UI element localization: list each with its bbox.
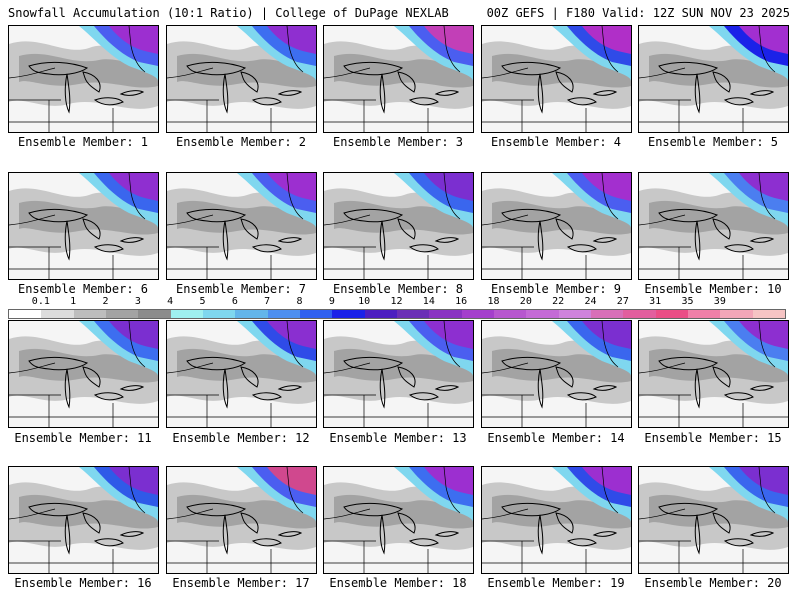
colorbar-tick: 6 bbox=[231, 296, 238, 307]
colorbar-tick: 4 bbox=[167, 296, 174, 307]
panel-label: Ensemble Member: 2 bbox=[175, 135, 307, 149]
colorbar-segment bbox=[138, 310, 171, 318]
colorbar-segment bbox=[655, 310, 688, 318]
colorbar-tick-labels: 0.1 1 2 3 4 5 6 7 8 9 10 12 14 16 18 20 22 24 27 31 35 39 bbox=[0, 296, 800, 308]
ensemble-member-map bbox=[638, 25, 789, 133]
colorbar-segment bbox=[332, 310, 365, 318]
panel-label: Ensemble Member: 1 bbox=[17, 135, 149, 149]
colorbar-tick: 2 bbox=[102, 296, 109, 307]
panel-label: Ensemble Member: 6 bbox=[17, 282, 149, 296]
ensemble-member-map bbox=[323, 172, 474, 280]
ensemble-member-map bbox=[166, 320, 317, 428]
colorbar-segment bbox=[73, 310, 106, 318]
ensemble-member-map bbox=[638, 466, 789, 574]
panel-label: Ensemble Member: 4 bbox=[490, 135, 622, 149]
colorbar-segment bbox=[461, 310, 494, 318]
panel-label: Ensemble Member: 18 bbox=[329, 576, 467, 590]
colorbar-segment bbox=[299, 310, 333, 318]
colorbar-tick: 31 bbox=[649, 296, 662, 307]
panel-label: Ensemble Member: 17 bbox=[172, 576, 310, 590]
colorbar-segment bbox=[9, 310, 42, 318]
panel-label: Ensemble Member: 9 bbox=[490, 282, 622, 296]
colorbar-tick: 24 bbox=[584, 296, 597, 307]
colorbar-tick: 27 bbox=[616, 296, 629, 307]
ensemble-member-map bbox=[481, 320, 632, 428]
ensemble-member-map bbox=[481, 25, 632, 133]
colorbar-tick: 5 bbox=[199, 296, 206, 307]
ensemble-member-map bbox=[8, 172, 159, 280]
colorbar-segment bbox=[41, 310, 74, 318]
colorbar-segment bbox=[396, 310, 430, 318]
panel-label: Ensemble Member: 8 bbox=[332, 282, 464, 296]
panel-label: Ensemble Member: 15 bbox=[644, 431, 782, 445]
colorbar-segment bbox=[687, 310, 721, 318]
ensemble-member-map bbox=[166, 172, 317, 280]
colorbar-tick: 0.1 bbox=[31, 296, 50, 307]
colorbar-segment bbox=[170, 310, 203, 318]
colorbar-segment bbox=[105, 310, 139, 318]
ensemble-member-map bbox=[8, 25, 159, 133]
model-run-valid-time: 00Z GEFS | F180 Valid: 12Z SUN NOV 23 20… bbox=[486, 6, 790, 20]
colorbar-tick: 14 bbox=[422, 296, 435, 307]
colorbar-segment bbox=[429, 310, 462, 318]
ensemble-member-map bbox=[481, 466, 632, 574]
colorbar-tick: 3 bbox=[134, 296, 141, 307]
ensemble-member-map bbox=[323, 466, 474, 574]
panel-label: Ensemble Member: 11 bbox=[14, 431, 152, 445]
colorbar-tick: 16 bbox=[455, 296, 468, 307]
colorbar-tick: 9 bbox=[328, 296, 335, 307]
colorbar-segment bbox=[526, 310, 559, 318]
colorbar-segment bbox=[267, 310, 300, 318]
colorbar-segment bbox=[558, 310, 591, 318]
colorbar-segment bbox=[752, 310, 785, 318]
ensemble-member-map bbox=[166, 25, 317, 133]
colorbar-tick: 18 bbox=[487, 296, 500, 307]
panel-label: Ensemble Member: 5 bbox=[647, 135, 779, 149]
ensemble-member-map bbox=[323, 320, 474, 428]
panel-label: Ensemble Member: 13 bbox=[329, 431, 467, 445]
colorbar-tick: 22 bbox=[552, 296, 565, 307]
colorbar-tick: 20 bbox=[519, 296, 532, 307]
panel-label: Ensemble Member: 20 bbox=[644, 576, 782, 590]
panel-label: Ensemble Member: 3 bbox=[332, 135, 464, 149]
ensemble-member-map bbox=[8, 466, 159, 574]
panel-label: Ensemble Member: 16 bbox=[14, 576, 152, 590]
colorbar-tick: 8 bbox=[296, 296, 303, 307]
ensemble-member-map bbox=[8, 320, 159, 428]
panel-label: Ensemble Member: 7 bbox=[175, 282, 307, 296]
ensemble-member-map bbox=[323, 25, 474, 133]
panel-label: Ensemble Member: 19 bbox=[487, 576, 625, 590]
colorbar-segment bbox=[720, 310, 753, 318]
colorbar-tick: 10 bbox=[358, 296, 371, 307]
panel-label: Ensemble Member: 12 bbox=[172, 431, 310, 445]
colorbar-tick: 39 bbox=[713, 296, 726, 307]
colorbar-tick: 12 bbox=[390, 296, 403, 307]
ensemble-member-map bbox=[638, 172, 789, 280]
colorbar-segment bbox=[235, 310, 268, 318]
chart-title: Snowfall Accumulation (10:1 Ratio) | Col… bbox=[8, 6, 449, 20]
ensemble-member-map bbox=[481, 172, 632, 280]
colorbar-segment bbox=[590, 310, 624, 318]
snowfall-colorbar bbox=[8, 309, 786, 319]
colorbar-segment bbox=[493, 310, 527, 318]
colorbar-segment bbox=[202, 310, 236, 318]
ensemble-member-map bbox=[166, 466, 317, 574]
colorbar-segment bbox=[623, 310, 656, 318]
colorbar-tick: 1 bbox=[70, 296, 77, 307]
ensemble-member-map bbox=[638, 320, 789, 428]
panel-label: Ensemble Member: 14 bbox=[487, 431, 625, 445]
colorbar-tick: 35 bbox=[681, 296, 694, 307]
colorbar-segment bbox=[364, 310, 397, 318]
panel-label: Ensemble Member: 10 bbox=[644, 282, 782, 296]
colorbar-tick: 7 bbox=[264, 296, 271, 307]
